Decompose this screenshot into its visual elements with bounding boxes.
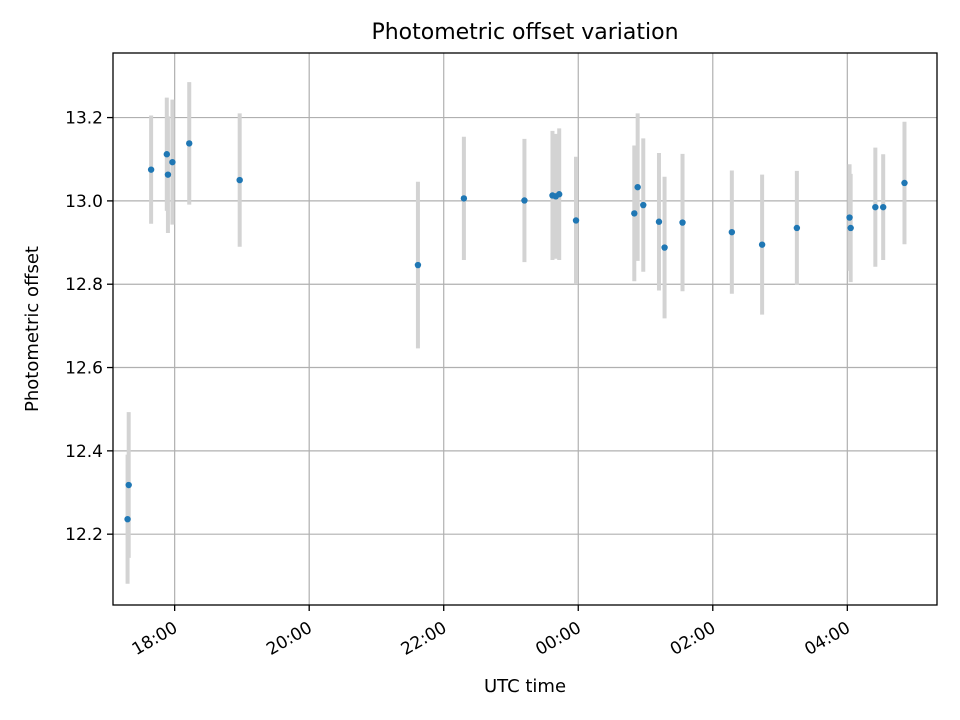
data-point: [555, 191, 563, 198]
data-point: [125, 481, 132, 489]
data-point: [460, 195, 468, 202]
data-point: [631, 210, 638, 217]
data-point: [640, 201, 647, 209]
data-point: [521, 197, 528, 204]
data-point: [728, 228, 736, 236]
data-point: [186, 140, 193, 147]
data-point: [872, 203, 879, 211]
plot-frame: [112, 52, 938, 606]
y-tick-label: 12.2: [65, 525, 103, 545]
y-tick-label: 12.6: [65, 359, 103, 379]
y-tick-label: 13.2: [65, 109, 103, 129]
y-axis-label: Photometric offset: [22, 246, 43, 412]
data-point: [679, 219, 686, 226]
data-point: [169, 158, 176, 166]
data-point: [236, 176, 243, 184]
data-point: [879, 203, 887, 211]
grid-lines: [113, 53, 937, 605]
data-point: [846, 214, 853, 221]
data-point: [124, 515, 131, 523]
data-point: [758, 241, 766, 248]
data-point: [847, 224, 854, 232]
y-tick-label: 12.4: [65, 442, 103, 462]
chart-title: Photometric offset variation: [371, 20, 678, 45]
data-point: [901, 179, 908, 187]
data-point: [793, 224, 801, 232]
data-point: [634, 183, 641, 191]
data-point: [572, 217, 580, 224]
data-point: [414, 261, 422, 269]
y-tick-label: 12.8: [65, 275, 103, 295]
x-axis-label: UTC time: [484, 676, 566, 697]
data-point: [661, 244, 668, 251]
data-point: [655, 218, 663, 225]
data-point: [164, 171, 172, 178]
data-point: [163, 151, 171, 158]
y-tick-label: 13.0: [65, 192, 103, 212]
data-points: [124, 140, 908, 523]
data-point: [147, 166, 155, 173]
